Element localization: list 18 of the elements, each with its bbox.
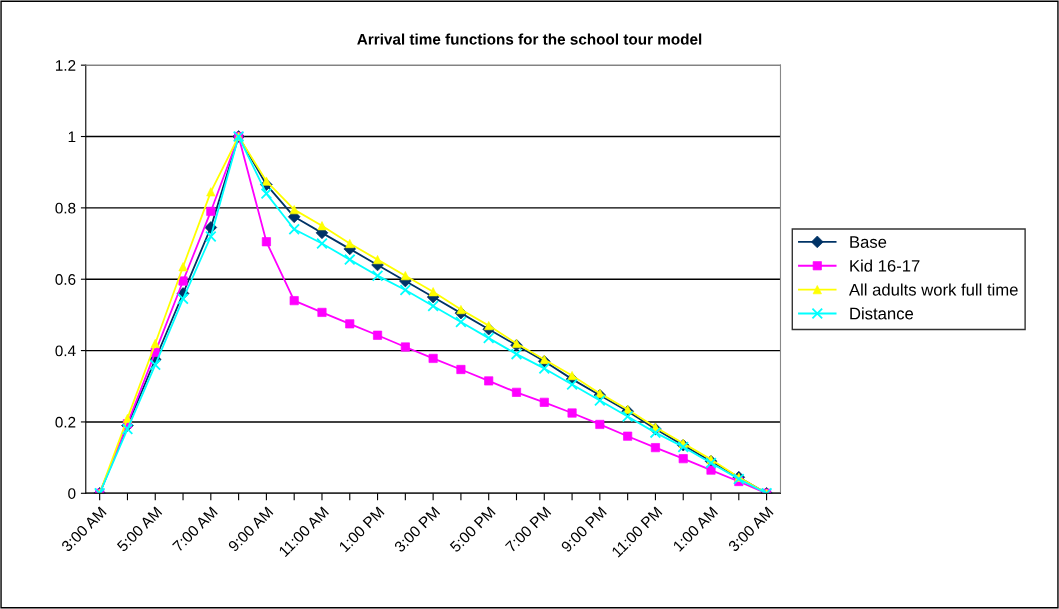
x-tick-label: 7:00 AM — [172, 506, 218, 553]
x-tick-label: 3:00 AM — [60, 506, 107, 553]
y-tick-label: 0.8 — [55, 202, 76, 214]
x-tick-label: 9:00 AM — [227, 506, 274, 553]
y-tick-label: 1 — [68, 131, 76, 143]
x-tick-label: 3:00 AM — [727, 506, 774, 553]
legend-label: Base — [850, 236, 887, 248]
y-tick-label: 0.2 — [55, 416, 76, 428]
legend-label: Distance — [850, 307, 914, 320]
chart-title: Arrival time functions for the school tour model — [357, 33, 702, 45]
y-tick-label: 1.2 — [55, 60, 76, 71]
y-tick-label: 0.4 — [55, 345, 76, 357]
legend-label: Kid 16-17 — [850, 259, 920, 272]
x-tick-label: 7:00 PM — [504, 506, 552, 553]
y-tick-label: 0 — [68, 488, 76, 499]
y-tick-label: 0.6 — [55, 274, 76, 285]
legend-label: All adults work full time — [848, 283, 1018, 296]
x-tick-label: 5:00 AM — [116, 506, 163, 553]
